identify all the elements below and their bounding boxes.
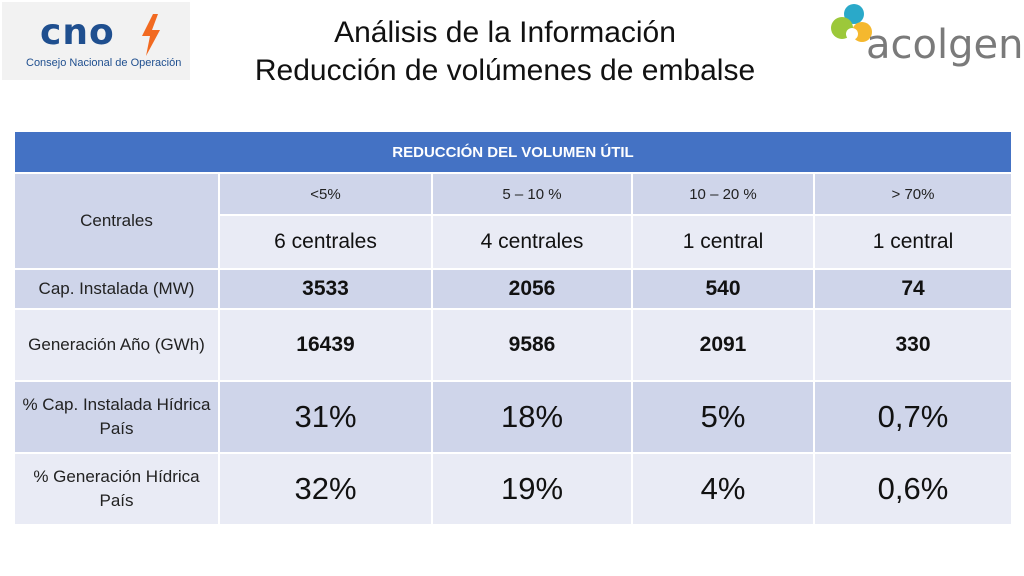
acolgen-swirl-icon [831,4,872,42]
value-cell: 0,6% [812,452,1014,526]
range-cell: <5% [218,172,433,216]
reduction-table: REDUCCIÓN DEL VOLUMEN ÚTIL Centrales <5%… [12,130,1014,526]
value-cell: 31% [218,380,433,454]
value-cell: 2056 [431,268,633,310]
value-cell: 18% [431,380,633,454]
row-label: Generación Año (GWh) [13,308,220,382]
value-cell: 4% [631,452,815,526]
value-cell: 2091 [631,308,815,382]
ranges-row: Centrales <5% 5 – 10 % 10 – 20 % > 70% [13,172,1014,270]
value-cell: 9586 [431,308,633,382]
range-cell: 10 – 20 % [631,172,815,216]
value-cell: 0,7% [812,380,1014,454]
plant-count-cell: 4 centrales [431,214,633,270]
table-row: Cap. Instalada (MW) 3533 2056 540 74 [13,268,1014,310]
value-cell: 19% [431,452,633,526]
plant-count-row: 6 centrales 4 centrales 1 central 1 cent… [14,214,1014,270]
row-label: Cap. Instalada (MW) [13,268,220,310]
value-cell: 32% [218,452,433,526]
plant-count-cell: 1 central [812,214,1014,270]
plant-count-cell: 1 central [631,214,815,270]
title-line-2: Reducción de volúmenes de embalse [254,54,756,87]
value-cell: 540 [631,268,815,310]
value-cell: 74 [812,268,1014,310]
table-row: Generación Año (GWh) 16439 9586 2091 330 [13,308,1014,382]
table-header: REDUCCIÓN DEL VOLUMEN ÚTIL [12,130,1014,174]
value-cell: 5% [631,380,815,454]
table-row: % Generación Hídrica País 32% 19% 4% 0,6… [13,452,1014,526]
range-cell: > 70% [812,172,1014,216]
range-cell: 5 – 10 % [431,172,633,216]
value-cell: 3533 [218,268,433,310]
cno-logo: cno Consejo Nacional de Operación [2,2,190,80]
lightning-bolt-icon [142,14,160,56]
value-cell: 330 [812,308,1014,382]
table-row: % Cap. Instalada Hídrica País 31% 18% 5%… [13,380,1014,454]
value-cell: 16439 [218,308,433,382]
acolgen-logo-word: acolgen [866,22,1024,68]
cno-logo-subtitle: Consejo Nacional de Operación [26,57,182,69]
plant-count-cell: 6 centrales [218,214,433,270]
table-header-row: REDUCCIÓN DEL VOLUMEN ÚTIL [12,130,1014,174]
acolgen-logo: acolgen [822,2,1024,80]
title-line-1: Análisis de la Información [334,16,676,49]
row-label: % Generación Hídrica País [13,452,220,526]
cno-logo-word: cno [40,12,115,53]
row-label: % Cap. Instalada Hídrica País [13,380,220,454]
row-label-centrales: Centrales [13,172,220,270]
